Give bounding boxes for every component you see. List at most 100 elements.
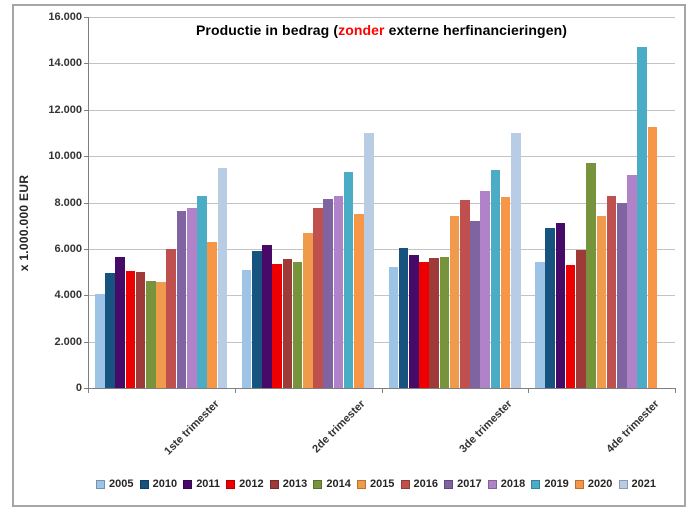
y-axis-tick-mark [84, 17, 88, 18]
bar-2020-1ste-trimester [207, 241, 217, 388]
legend-item-2015: 2015 [356, 478, 395, 490]
legend-item-2010: 2010 [139, 478, 177, 490]
legend-label: 2012 [239, 478, 264, 490]
legend-item-2018: 2018 [487, 478, 526, 490]
gridline [88, 17, 675, 18]
bar-2005-2de-trimester [241, 269, 252, 388]
x-axis-tick-mark [381, 388, 383, 393]
bar-2017-3de-trimester [470, 221, 480, 388]
legend-swatch-icon [226, 479, 236, 489]
bar-2021-3de-trimester [511, 132, 521, 388]
y-axis-tick-label: 2.000 [54, 335, 82, 348]
y-axis-tick-mark [84, 248, 88, 250]
legend-label: 2013 [282, 478, 308, 490]
legend-item-2019: 2019 [531, 478, 569, 490]
bar-2012-1ste-trimester [125, 270, 136, 388]
y-axis-tick-mark [84, 341, 88, 343]
legend-item-2012: 2012 [226, 478, 264, 490]
bar-2020-2de-trimester [354, 214, 364, 388]
gridline [88, 295, 675, 297]
bar-2018-2de-trimester [333, 195, 344, 388]
bar-2011-1ste-trimester [115, 256, 126, 388]
y-axis-tick-mark [84, 202, 88, 204]
legend-item-2021: 2021 [618, 478, 656, 490]
bar-2019-1ste-trimester [197, 195, 207, 388]
bar-2015-3de-trimester [449, 216, 460, 388]
legend-label: 2005 [109, 478, 134, 490]
bar-2013-2de-trimester [282, 259, 293, 388]
y-axis-tick-label: 14.000 [48, 57, 82, 70]
y-axis-tick-label: 4.000 [54, 289, 82, 302]
bar-2011-4de-trimester [555, 223, 566, 388]
y-axis-tick-mark [84, 388, 88, 389]
legend-swatch-icon [574, 479, 584, 489]
y-axis-tick-mark [84, 295, 88, 297]
legend-swatch-icon [269, 479, 279, 489]
legend-item-2017: 2017 [444, 478, 482, 490]
bar-2017-2de-trimester [323, 199, 334, 388]
legend-item-2005: 2005 [96, 478, 133, 490]
legend-item-2013: 2013 [269, 478, 308, 490]
bar-2014-3de-trimester [439, 256, 450, 388]
legend-label: 2021 [631, 478, 656, 490]
bar-2015-1ste-trimester [156, 282, 166, 388]
legend-swatch-icon [487, 479, 497, 489]
bar-2017-4de-trimester [616, 202, 627, 388]
y-axis-tick-label: 6.000 [54, 242, 82, 255]
chart-title-highlight: zonder [338, 22, 385, 38]
legend-swatch-icon [356, 479, 366, 489]
bar-2011-3de-trimester [408, 254, 419, 388]
legend-swatch-icon [400, 479, 410, 489]
y-axis-title: x 1.000.000 EUR [17, 174, 31, 272]
gridline [88, 248, 675, 250]
legend-swatch-icon [618, 479, 628, 489]
chart-title-prefix: Productie in bedrag ( [195, 22, 339, 38]
legend-label: 2015 [369, 478, 395, 490]
legend-swatch-icon [183, 479, 193, 489]
bar-2013-4de-trimester [576, 250, 586, 388]
bar-2015-4de-trimester [596, 216, 607, 388]
bar-2010-1ste-trimester [105, 273, 115, 388]
bar-2014-4de-trimester [586, 163, 596, 388]
y-axis-tick-label: 16.000 [48, 11, 82, 23]
y-axis-tick-mark [84, 109, 88, 111]
bar-2019-4de-trimester [637, 47, 647, 388]
bar-2014-1ste-trimester [146, 281, 156, 388]
bar-2016-1ste-trimester [166, 248, 177, 388]
gridline [88, 156, 675, 158]
bar-2005-1ste-trimester [95, 294, 105, 388]
legend-label: 2011 [196, 478, 221, 490]
legend-label: 2018 [500, 478, 526, 490]
legend-swatch-icon [96, 479, 105, 489]
legend: 2005 2010 2011 2012 2013 2014 2015 2016 2017 2018… [96, 478, 656, 490]
bar-2014-2de-trimester [292, 261, 303, 388]
bar-2011-2de-trimester [262, 245, 272, 388]
bar-2019-3de-trimester [490, 170, 501, 388]
x-axis-tick-mark [675, 388, 676, 393]
legend-label: 2019 [544, 478, 569, 490]
y-axis-tick-label: 10.000 [48, 150, 82, 163]
gridline [88, 109, 675, 111]
x-axis-tick-mark [88, 388, 89, 393]
chart-title-suffix: externe herfinancieringen) [384, 22, 568, 38]
y-axis-tick-label: 8.000 [54, 196, 82, 209]
bar-2015-2de-trimester [303, 232, 313, 388]
y-axis-tick-label: 0 [75, 382, 82, 394]
bar-2016-2de-trimester [313, 208, 323, 388]
legend-swatch-icon [313, 479, 323, 489]
bar-2019-2de-trimester [343, 172, 354, 388]
legend-swatch-icon [139, 479, 149, 489]
bar-2018-1ste-trimester [186, 208, 197, 388]
bar-2017-1ste-trimester [176, 210, 187, 388]
bar-2012-4de-trimester [565, 265, 576, 388]
x-axis-tick-mark [234, 388, 236, 393]
bar-2016-3de-trimester [459, 200, 470, 388]
bar-2013-1ste-trimester [135, 272, 146, 388]
bar-2021-1ste-trimester [217, 167, 228, 388]
y-axis-tick-mark [84, 156, 88, 158]
legend-item-2016: 2016 [400, 478, 438, 490]
gridline [88, 202, 675, 204]
legend-item-2011: 2011 [183, 478, 220, 490]
x-axis-tick-mark [528, 388, 530, 393]
